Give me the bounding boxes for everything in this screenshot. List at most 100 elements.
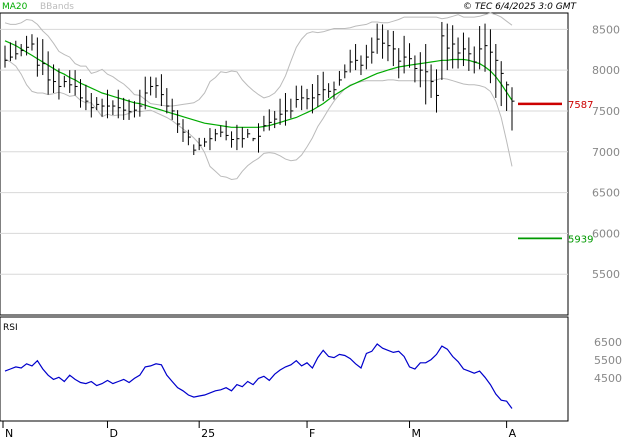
price-bar xyxy=(500,61,504,107)
rsi-series xyxy=(4,343,513,409)
price-bar xyxy=(214,128,218,142)
price-bar xyxy=(69,70,73,93)
price-bar xyxy=(241,127,245,148)
rsi-tick-label: 6500 xyxy=(594,336,622,349)
price-bar xyxy=(42,39,46,76)
price-bar xyxy=(258,123,261,153)
x-tick-label: M xyxy=(412,427,422,440)
price-bar xyxy=(414,55,418,83)
price-bar xyxy=(198,137,202,151)
x-axis: N D 25 F M A xyxy=(2,421,517,440)
price-bar xyxy=(63,75,67,88)
price-panel xyxy=(0,12,569,316)
price-bar xyxy=(274,110,278,129)
price-bar xyxy=(160,74,164,107)
price-bar xyxy=(187,129,191,146)
price-bar xyxy=(85,84,89,111)
price-bar xyxy=(106,89,110,119)
price-bar xyxy=(371,37,375,64)
price-bar xyxy=(123,97,127,120)
price-bar xyxy=(177,110,181,133)
x-tick-label: F xyxy=(309,427,315,440)
price-bar xyxy=(268,109,272,131)
price-bar xyxy=(355,44,359,71)
price-bar xyxy=(74,70,78,96)
price-bar xyxy=(150,76,154,96)
rsi-tick-label: 5500 xyxy=(594,354,622,367)
price-bar xyxy=(360,55,364,76)
price-bar xyxy=(333,81,337,100)
price-bar xyxy=(263,115,267,132)
price-bar xyxy=(220,125,224,138)
price-bar xyxy=(101,98,105,117)
price-bar xyxy=(58,68,62,100)
price-bar xyxy=(247,128,251,138)
price-bar xyxy=(382,24,386,59)
x-tick-label: A xyxy=(509,427,517,440)
price-bar xyxy=(344,64,348,79)
price-bar xyxy=(236,124,240,151)
price-bar xyxy=(349,49,353,73)
price-bar xyxy=(284,92,288,126)
price-bar xyxy=(9,42,13,62)
price-bar xyxy=(322,71,326,102)
y-tick-label: 5500 xyxy=(592,268,620,281)
price-bar xyxy=(419,52,423,88)
x-tick-label: D xyxy=(109,427,117,440)
price-bar xyxy=(295,85,299,108)
y-tick-label: 6000 xyxy=(592,227,620,240)
price-bar xyxy=(435,69,439,113)
price-bar xyxy=(484,23,488,72)
price-bar xyxy=(479,26,483,70)
price-bar xyxy=(144,76,148,110)
price-bar xyxy=(457,37,461,69)
y-tick-label: 8000 xyxy=(592,64,620,77)
price-bar xyxy=(441,21,445,80)
price-bar xyxy=(20,44,24,57)
price-bar xyxy=(473,46,477,74)
rsi-panel xyxy=(0,316,569,422)
price-y-axis: 8500 8000 7500 7000 6500 6000 5500 xyxy=(592,23,620,281)
price-bar xyxy=(128,99,132,120)
price-bar xyxy=(53,64,57,93)
y-tick-label: 7000 xyxy=(592,146,620,159)
price-bar xyxy=(133,101,137,118)
price-bar xyxy=(392,30,396,67)
price-bar xyxy=(47,51,51,95)
price-bar xyxy=(376,23,380,54)
price-bar xyxy=(15,40,19,60)
rsi-y-axis: 6500 5500 4500 xyxy=(594,336,622,385)
price-bar xyxy=(36,37,40,77)
price-bar xyxy=(279,98,283,125)
price-bar xyxy=(452,25,456,69)
price-bar xyxy=(387,30,391,62)
rsi-line xyxy=(4,343,513,409)
price-bar xyxy=(365,44,369,70)
price-bar xyxy=(80,79,84,108)
price-bar xyxy=(306,88,310,110)
price-bar xyxy=(171,98,175,120)
price-bar xyxy=(462,32,466,67)
price-bar xyxy=(182,119,186,142)
price-bar xyxy=(204,137,208,147)
price-bar xyxy=(425,44,429,105)
rsi-panel-title: RSI xyxy=(3,323,18,333)
price-bar xyxy=(112,100,116,116)
y-tick-label: 8500 xyxy=(592,23,620,36)
price-bar xyxy=(506,81,510,111)
price-bar xyxy=(468,37,472,71)
copyright-text: © TEC 6/4/2025 3:0 GMT xyxy=(463,2,578,12)
price-bar xyxy=(311,84,315,114)
price-bars xyxy=(4,21,515,156)
x-tick-label: 25 xyxy=(201,427,215,440)
bband-upper xyxy=(4,12,513,107)
price-grid xyxy=(0,28,568,275)
price-bar xyxy=(446,23,450,71)
price-bar xyxy=(317,75,321,107)
price-bar xyxy=(301,85,305,111)
price-bar xyxy=(252,137,256,142)
x-tick-label: N xyxy=(5,427,13,440)
price-bar xyxy=(155,77,159,98)
price-bar xyxy=(231,131,235,148)
